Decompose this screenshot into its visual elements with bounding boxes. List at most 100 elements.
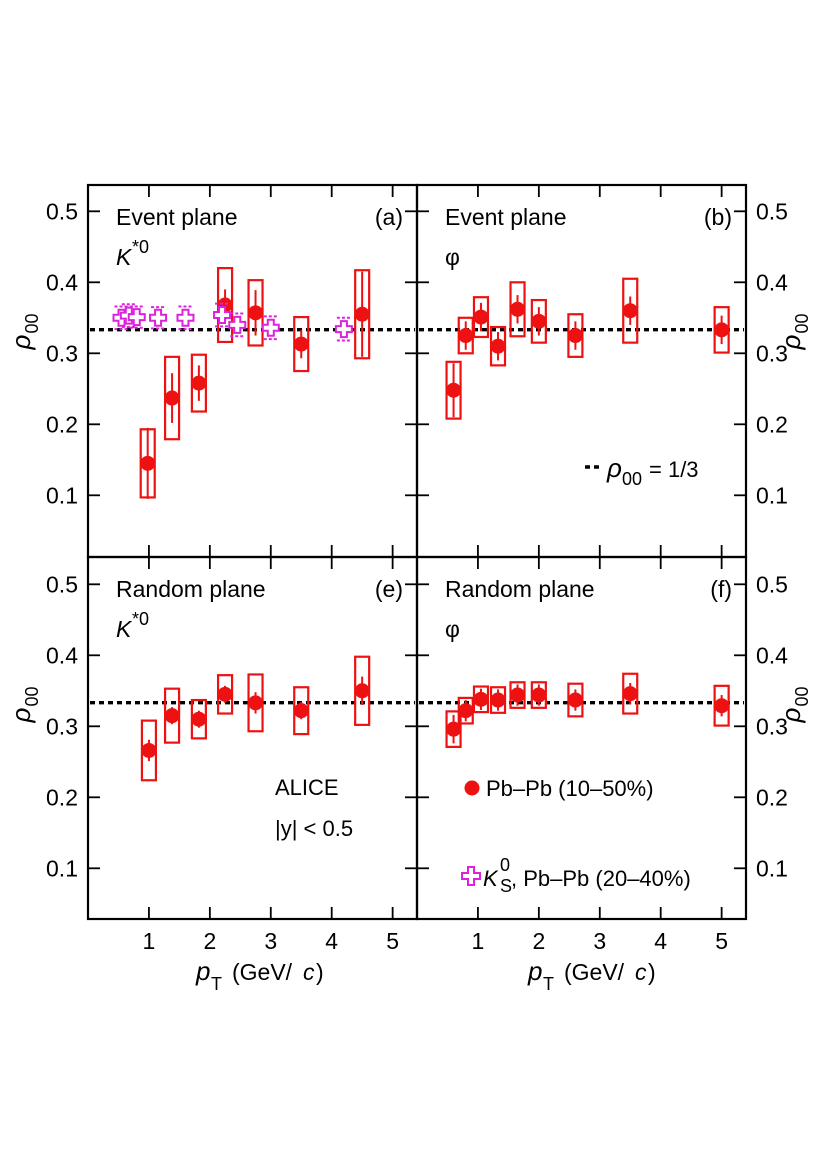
y-axis-label-symbol: ρ bbox=[6, 335, 36, 351]
x-tick-label: 1 bbox=[143, 928, 156, 954]
species-label-sup: *0 bbox=[132, 609, 149, 629]
y-tick-label: 0.3 bbox=[46, 340, 78, 366]
panel-letter: (f) bbox=[710, 576, 732, 602]
x-axis-label-subscript: T bbox=[543, 974, 554, 994]
data-point bbox=[191, 711, 207, 727]
y-tick-label: 0.5 bbox=[46, 198, 78, 224]
data-point bbox=[248, 305, 264, 321]
legend-pbpb-label: Pb–Pb (10–50%) bbox=[486, 776, 654, 801]
k0s-data-point bbox=[228, 315, 247, 334]
data-point bbox=[531, 313, 547, 329]
x-axis-label-text: (GeV/ bbox=[232, 959, 293, 985]
y-tick-label: 0.1 bbox=[756, 482, 788, 508]
y-axis-label-symbol: ρ bbox=[6, 708, 36, 724]
y-axis-label-subscript: 00 bbox=[22, 687, 42, 707]
data-point bbox=[622, 686, 638, 702]
y-tick-label: 0.5 bbox=[46, 571, 78, 597]
y-axis-label: ρ00 bbox=[6, 687, 42, 724]
panel-letter: (a) bbox=[375, 204, 403, 230]
panel-letter: (b) bbox=[704, 204, 732, 230]
panel-title: Random plane bbox=[116, 576, 266, 602]
legend-ref-subscript: 00 bbox=[622, 469, 642, 489]
k0s-data-point bbox=[261, 318, 280, 337]
x-tick-label: 4 bbox=[654, 928, 667, 954]
data-point bbox=[293, 336, 309, 352]
data-point bbox=[531, 687, 547, 703]
y-tick-label: 0.2 bbox=[46, 784, 78, 810]
data-point bbox=[140, 455, 156, 471]
y-axis-label-symbol: ρ bbox=[776, 335, 806, 351]
y-axis-label-subscript: 00 bbox=[792, 687, 812, 707]
data-point bbox=[248, 695, 264, 711]
data-point bbox=[458, 328, 474, 344]
x-axis-label-right: p T (GeV/ c ) bbox=[527, 956, 656, 994]
x-tick-label: 5 bbox=[386, 928, 399, 954]
data-point bbox=[164, 708, 180, 724]
panel-frame bbox=[415, 555, 748, 921]
k0s-data-point bbox=[213, 305, 232, 324]
y-tick-label: 0.2 bbox=[756, 411, 788, 437]
y-tick-label: 0.4 bbox=[756, 269, 788, 295]
k0s-data-point bbox=[149, 308, 168, 327]
k0s-data-point bbox=[176, 308, 195, 327]
data-point bbox=[354, 306, 370, 322]
x-axis-label-symbol: p bbox=[527, 956, 542, 986]
data-point bbox=[622, 303, 638, 319]
x-axis-label-symbol: p bbox=[195, 956, 210, 986]
data-point bbox=[446, 382, 462, 398]
legend-pbpb-marker bbox=[464, 780, 480, 796]
panel-letter: (e) bbox=[375, 576, 403, 602]
data-point bbox=[490, 692, 506, 708]
legend-k0s-sup: 0 bbox=[500, 855, 510, 875]
y-axis-label: ρ00 bbox=[776, 687, 812, 724]
data-point bbox=[458, 703, 474, 719]
y-tick-label: 0.2 bbox=[46, 411, 78, 437]
y-tick-label: 0.5 bbox=[756, 571, 788, 597]
y-tick-label: 0.1 bbox=[756, 855, 788, 881]
data-point bbox=[473, 691, 489, 707]
x-axis-label-close: ) bbox=[648, 959, 656, 985]
legend-pbpb: Pb–Pb (10–50%) bbox=[464, 776, 654, 801]
legend-k0s-symbol: K bbox=[483, 866, 499, 891]
data-point bbox=[191, 375, 207, 391]
x-tick-label: 4 bbox=[325, 928, 338, 954]
y-tick-label: 0.1 bbox=[46, 482, 78, 508]
species-label: K bbox=[116, 244, 133, 270]
x-tick-label: 5 bbox=[715, 928, 728, 954]
data-point bbox=[217, 686, 233, 702]
data-point bbox=[510, 687, 526, 703]
legend-k0s-marker bbox=[461, 866, 481, 886]
x-tick-label: 2 bbox=[532, 928, 545, 954]
rapidity-label: |y| < 0.5 bbox=[275, 816, 353, 841]
panel-title: Event plane bbox=[116, 204, 237, 230]
x-tick-label: 1 bbox=[472, 928, 485, 954]
x-axis-label-c: c bbox=[303, 959, 315, 985]
data-point bbox=[714, 322, 730, 338]
x-tick-label: 2 bbox=[203, 928, 216, 954]
data-point bbox=[490, 338, 506, 354]
data-point bbox=[714, 698, 730, 714]
data-point bbox=[354, 683, 370, 699]
y-tick-label: 0.4 bbox=[46, 269, 78, 295]
y-axis-label: ρ00 bbox=[776, 314, 812, 351]
x-axis-label-c: c bbox=[635, 959, 647, 985]
y-tick-label: 0.3 bbox=[756, 713, 788, 739]
y-tick-label: 0.3 bbox=[756, 340, 788, 366]
panel-title: Event plane bbox=[445, 204, 566, 230]
legend-k0s-label: , Pb–Pb (20–40%) bbox=[511, 866, 691, 891]
y-axis-label-symbol: ρ bbox=[776, 708, 806, 724]
data-point bbox=[141, 742, 157, 758]
y-axis-label-subscript: 00 bbox=[792, 314, 812, 334]
y-tick-label: 0.4 bbox=[756, 642, 788, 668]
legend-k0s: K 0 S , Pb–Pb (20–40%) bbox=[461, 855, 691, 896]
x-tick-label: 3 bbox=[264, 928, 277, 954]
y-axis-label: ρ00 bbox=[6, 314, 42, 351]
panel-title: Random plane bbox=[445, 576, 595, 602]
data-point bbox=[293, 703, 309, 719]
panel-a: 0.1 0.2 0.3 0.4 0.5 ρ00 Event plane (a) K *0 bbox=[6, 183, 419, 559]
legend-ref-label: = 1/3 bbox=[649, 457, 699, 482]
species-label: φ bbox=[445, 244, 460, 270]
species-label-sup: *0 bbox=[132, 237, 149, 257]
species-label: K bbox=[116, 616, 133, 642]
